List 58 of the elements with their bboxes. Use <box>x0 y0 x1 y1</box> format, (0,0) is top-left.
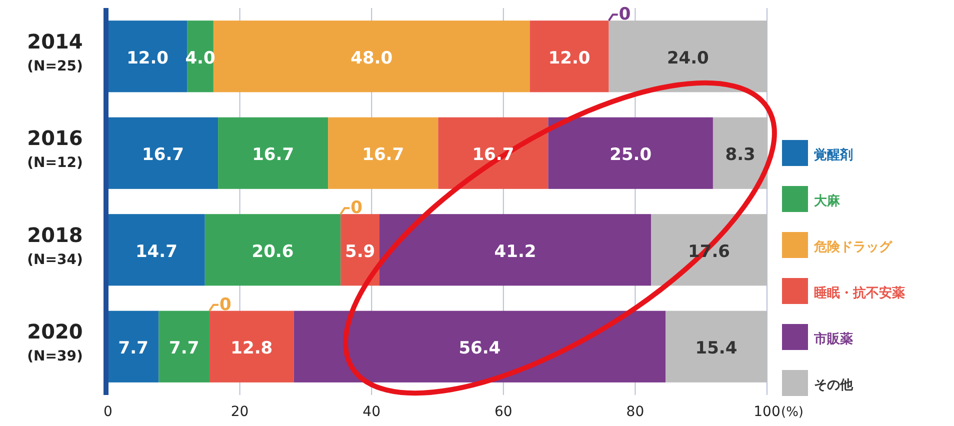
y-tick-label: 2014 (N=25) <box>27 29 83 74</box>
bar <box>328 117 438 189</box>
bar <box>608 20 767 92</box>
data-label: 20.6 <box>252 242 294 262</box>
data-label: 12.0 <box>548 48 590 68</box>
annotation: 0 <box>350 198 363 218</box>
data-label: 5.9 <box>345 242 376 262</box>
x-tick-label: 20 <box>230 404 249 420</box>
bar <box>108 117 218 189</box>
y-tick-label: 2018 (N=34) <box>27 222 83 268</box>
bar <box>530 20 609 92</box>
y-tick-label: 2016 (N=12) <box>27 126 83 172</box>
data-label: 8.3 <box>725 145 756 166</box>
data-label: 12.0 <box>126 48 169 68</box>
data-label: 7.7 <box>169 338 200 359</box>
data-label: 24.0 <box>666 48 710 68</box>
legend-label: 覚醒剤 <box>814 147 853 163</box>
x-tick-label: 0 <box>104 404 112 420</box>
bar <box>438 117 548 189</box>
data-label: 16.7 <box>252 145 294 166</box>
legend-label: 睡眠・抗不安薬 <box>814 285 905 301</box>
bar <box>651 214 767 286</box>
data-label: 56.4 <box>458 338 501 359</box>
bar <box>108 214 205 286</box>
x-tick-label: 80 <box>626 404 644 420</box>
data-label: 48.0 <box>350 48 393 68</box>
annotation: 0 <box>219 294 232 315</box>
bar <box>666 310 767 382</box>
bar <box>213 20 530 92</box>
legend-label: 危険ドラッグ <box>813 240 893 255</box>
x-tick-label: 60 <box>494 404 512 420</box>
data-label: 16.7 <box>362 145 404 166</box>
bar <box>204 214 341 286</box>
data-label: 16.7 <box>472 145 514 166</box>
annotation: 0 <box>618 4 631 25</box>
legend-label: 大麻 <box>814 193 841 209</box>
bar <box>158 310 210 382</box>
bar <box>108 310 159 382</box>
bar <box>294 310 666 382</box>
x-axis-title: (%) <box>781 405 804 420</box>
bar <box>108 20 188 92</box>
data-label: 41.2 <box>494 242 536 262</box>
x-tick-label: 40 <box>362 404 381 420</box>
data-label: 16.7 <box>142 145 184 166</box>
bar <box>218 117 328 189</box>
data-label: 7.7 <box>118 338 148 359</box>
bar <box>548 117 713 189</box>
data-label: 14.7 <box>135 242 178 262</box>
data-label: 12.8 <box>230 338 273 359</box>
bar <box>209 310 294 382</box>
x-tick-label: 100 <box>754 404 780 420</box>
data-label: 25.0 <box>610 145 652 166</box>
legend-label: 市販薬 <box>813 331 853 347</box>
legend-label: その他 <box>814 378 854 393</box>
bar <box>712 117 768 189</box>
y-tick-label: 2020 (N=39) <box>27 320 83 365</box>
bar <box>380 214 652 286</box>
data-label: 15.4 <box>695 338 738 359</box>
